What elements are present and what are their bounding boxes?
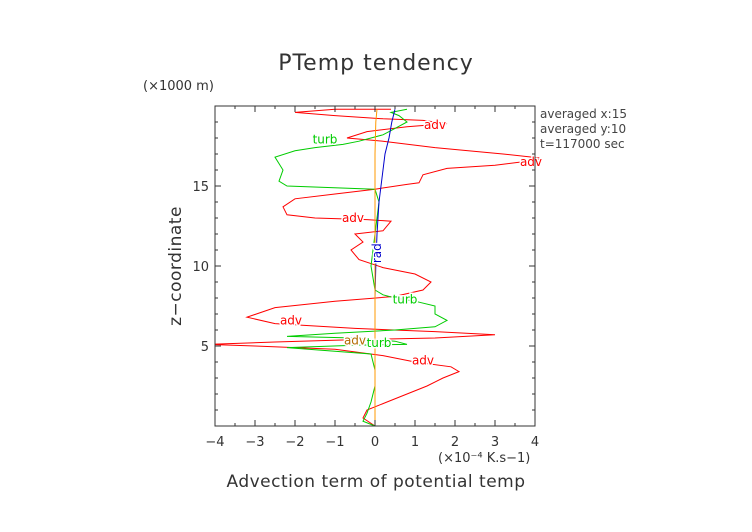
x-tick-label: 2	[451, 435, 459, 450]
curve-label-turb: turb	[393, 293, 418, 307]
x-tick-label: −2	[285, 435, 304, 450]
x-unit: (×10⁻⁴ K.s−1)	[438, 451, 530, 466]
curve-label-rad: rad	[370, 243, 384, 263]
series-line-turb	[274, 108, 449, 427]
curve-label-turb: turb	[313, 133, 338, 147]
x-axis-label: Advection term of potential temp	[226, 472, 525, 492]
series-line-adv	[215, 108, 540, 427]
curve-label-turb: turb	[367, 336, 392, 350]
curve-label-adv: adv	[344, 333, 366, 347]
x-tick-label: 3	[491, 435, 499, 450]
x-tick-label: −4	[205, 435, 224, 450]
curve-label-adv: adv	[424, 118, 446, 132]
curve-label-adv: adv	[280, 313, 302, 327]
y-unit: (×1000 m)	[143, 79, 214, 94]
y-tick-label: 5	[201, 340, 209, 355]
x-tick-label: 0	[371, 435, 379, 450]
y-axis-label: z−coordinate	[166, 206, 186, 326]
x-tick-label: 1	[411, 435, 419, 450]
chart-title: PTemp tendency	[278, 51, 474, 76]
x-tick-label: −1	[325, 435, 344, 450]
y-tick-label: 15	[192, 180, 209, 195]
curve-label-adv: adv	[342, 211, 364, 225]
info-averaged-x: averaged x:15	[540, 107, 627, 121]
x-tick-label: 4	[531, 435, 539, 450]
series-line-series-3	[374, 109, 378, 426]
curve-label-adv: adv	[412, 353, 434, 367]
info-time: t=117000 sec	[540, 137, 625, 151]
x-tick-label: −3	[245, 435, 264, 450]
curve-label-adv: adv	[520, 155, 542, 169]
info-averaged-y: averaged y:10	[540, 122, 626, 136]
y-tick-label: 10	[192, 260, 209, 275]
